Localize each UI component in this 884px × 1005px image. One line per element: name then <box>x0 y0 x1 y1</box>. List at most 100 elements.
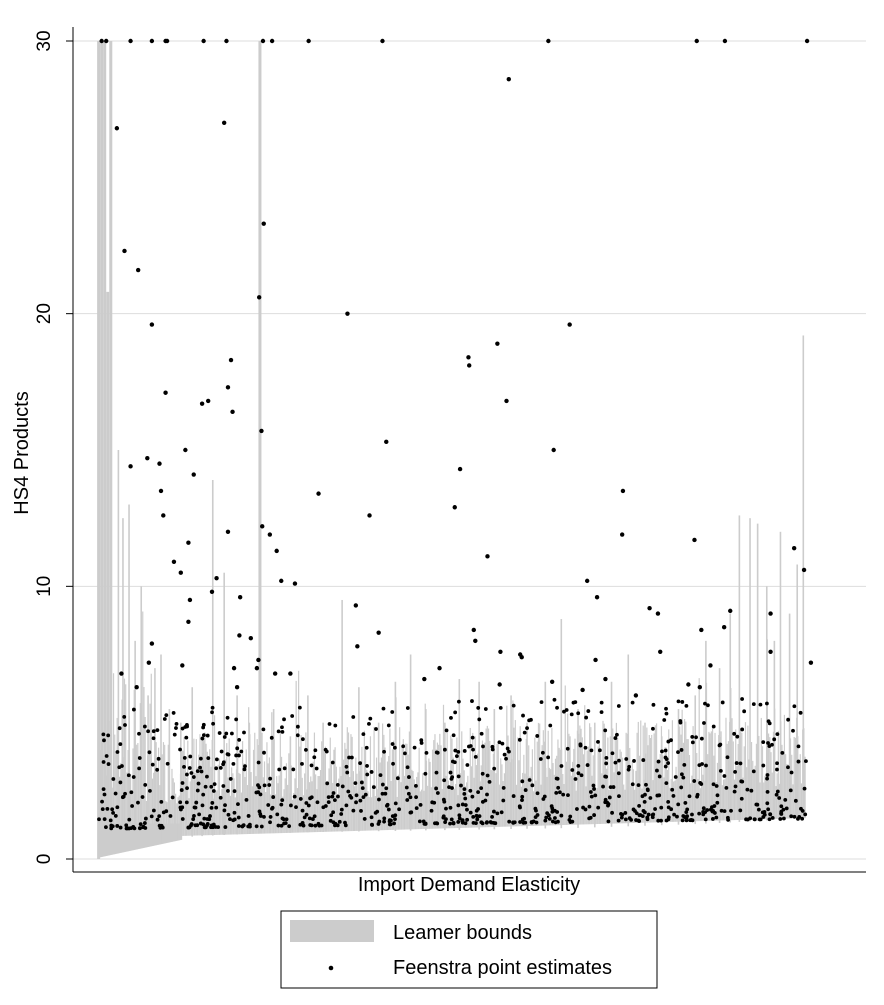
cloud-point <box>376 822 381 826</box>
cloud-point <box>570 768 575 772</box>
cloud-point <box>538 757 543 761</box>
bound-bar-fill <box>693 780 695 822</box>
cloud-point <box>627 764 632 769</box>
cloud-point <box>468 788 473 793</box>
bound-bar-skirt <box>98 823 100 859</box>
bound-bar-fill <box>635 770 637 823</box>
cloud-point <box>365 764 369 768</box>
bound-bar-skirt <box>129 823 132 851</box>
cloud-point <box>262 814 266 819</box>
bound-bar-fill <box>369 736 372 831</box>
cloud-point <box>758 702 763 707</box>
bound-bar-fill <box>179 773 182 836</box>
data-point <box>551 447 556 453</box>
cloud-point <box>740 697 745 701</box>
cloud-point <box>375 809 380 814</box>
cloud-point <box>684 818 689 823</box>
cloud-point <box>664 711 669 716</box>
cloud-point <box>206 756 211 761</box>
cloud-point <box>565 746 570 751</box>
bound-bar-fill <box>772 731 775 819</box>
bound-bar-fill <box>403 775 406 830</box>
cloud-point <box>147 750 152 755</box>
cloud-point <box>383 791 388 796</box>
cloud-point <box>453 748 458 753</box>
cloud-point <box>793 798 798 803</box>
cloud-point <box>456 749 461 754</box>
bound-bar-fill <box>224 759 227 835</box>
bound-bar-fill <box>609 736 611 824</box>
cloud-point <box>291 767 296 772</box>
cloud-point <box>301 823 306 828</box>
cloud-point <box>640 794 645 799</box>
cloud-point <box>244 797 249 802</box>
bound-bar-fill <box>498 784 501 827</box>
bound-bar-skirt <box>160 823 162 845</box>
cloud-point <box>492 766 497 771</box>
bound-bar-skirt <box>157 823 159 845</box>
cloud-point <box>361 795 366 799</box>
bound-bar-fill <box>582 754 585 825</box>
bound-bar-skirt <box>106 823 108 856</box>
cloud-point <box>659 818 663 823</box>
bound-bar <box>211 479 214 836</box>
bound-bar-fill <box>112 673 115 844</box>
cloud-point <box>660 749 664 754</box>
cloud-point <box>362 817 367 821</box>
bound-bar-fill <box>285 763 288 833</box>
bound-bar-fill <box>395 697 397 830</box>
cloud-point <box>279 823 284 828</box>
cloud-point <box>732 789 737 794</box>
cloud-point <box>460 818 465 823</box>
bound-bar-fill <box>217 764 219 835</box>
data-point <box>471 627 476 633</box>
cloud-point <box>550 806 555 811</box>
bound-bar-fill <box>389 728 391 830</box>
bound-bar-skirt <box>177 823 179 841</box>
bound-bar-fill <box>308 782 311 833</box>
cloud-point <box>159 799 164 804</box>
cloud-point <box>155 767 160 772</box>
cloud-point <box>295 724 300 729</box>
bound-bar-fill <box>295 680 297 833</box>
cloud-point <box>722 809 727 814</box>
cloud-point <box>340 784 345 789</box>
bound-bar-skirt <box>175 823 177 841</box>
bound-bar-fill <box>709 733 711 821</box>
bound-bar-fill <box>632 769 635 824</box>
cloud-point <box>679 785 684 790</box>
cloud-point <box>615 732 619 737</box>
data-point <box>260 524 265 529</box>
cloud-point <box>384 786 389 791</box>
bound-bar-fill <box>289 793 291 833</box>
data-point <box>145 455 150 461</box>
bound-bar-skirt <box>156 823 158 846</box>
cloud-point <box>401 744 406 749</box>
cloud-point <box>578 742 583 747</box>
cloud-point <box>666 739 671 744</box>
bound-bar-fill <box>525 738 527 827</box>
cloud-point <box>761 763 766 768</box>
cloud-point <box>679 748 684 752</box>
cloud-point <box>179 788 184 792</box>
cloud-point <box>101 760 106 764</box>
cloud-point <box>192 814 196 818</box>
bound-bar-fill <box>143 687 145 838</box>
bound-bar-fill <box>529 776 531 826</box>
cloud-point <box>617 794 621 799</box>
data-point <box>658 649 663 654</box>
cloud-point <box>501 798 506 803</box>
bound-bar-skirt <box>118 823 120 854</box>
cloud-point <box>231 818 236 823</box>
cloud-point <box>210 705 215 710</box>
cloud-point <box>306 803 311 808</box>
cloud-point <box>189 771 194 775</box>
cloud-point <box>663 764 668 769</box>
cloud-point <box>333 723 338 728</box>
bound-bar-fill <box>131 792 133 838</box>
bound-bar-skirt <box>151 823 153 847</box>
bound-bar-fill <box>625 732 627 824</box>
bound-bar-fill <box>401 747 403 830</box>
data-point <box>248 635 254 641</box>
cloud-point <box>108 818 113 823</box>
